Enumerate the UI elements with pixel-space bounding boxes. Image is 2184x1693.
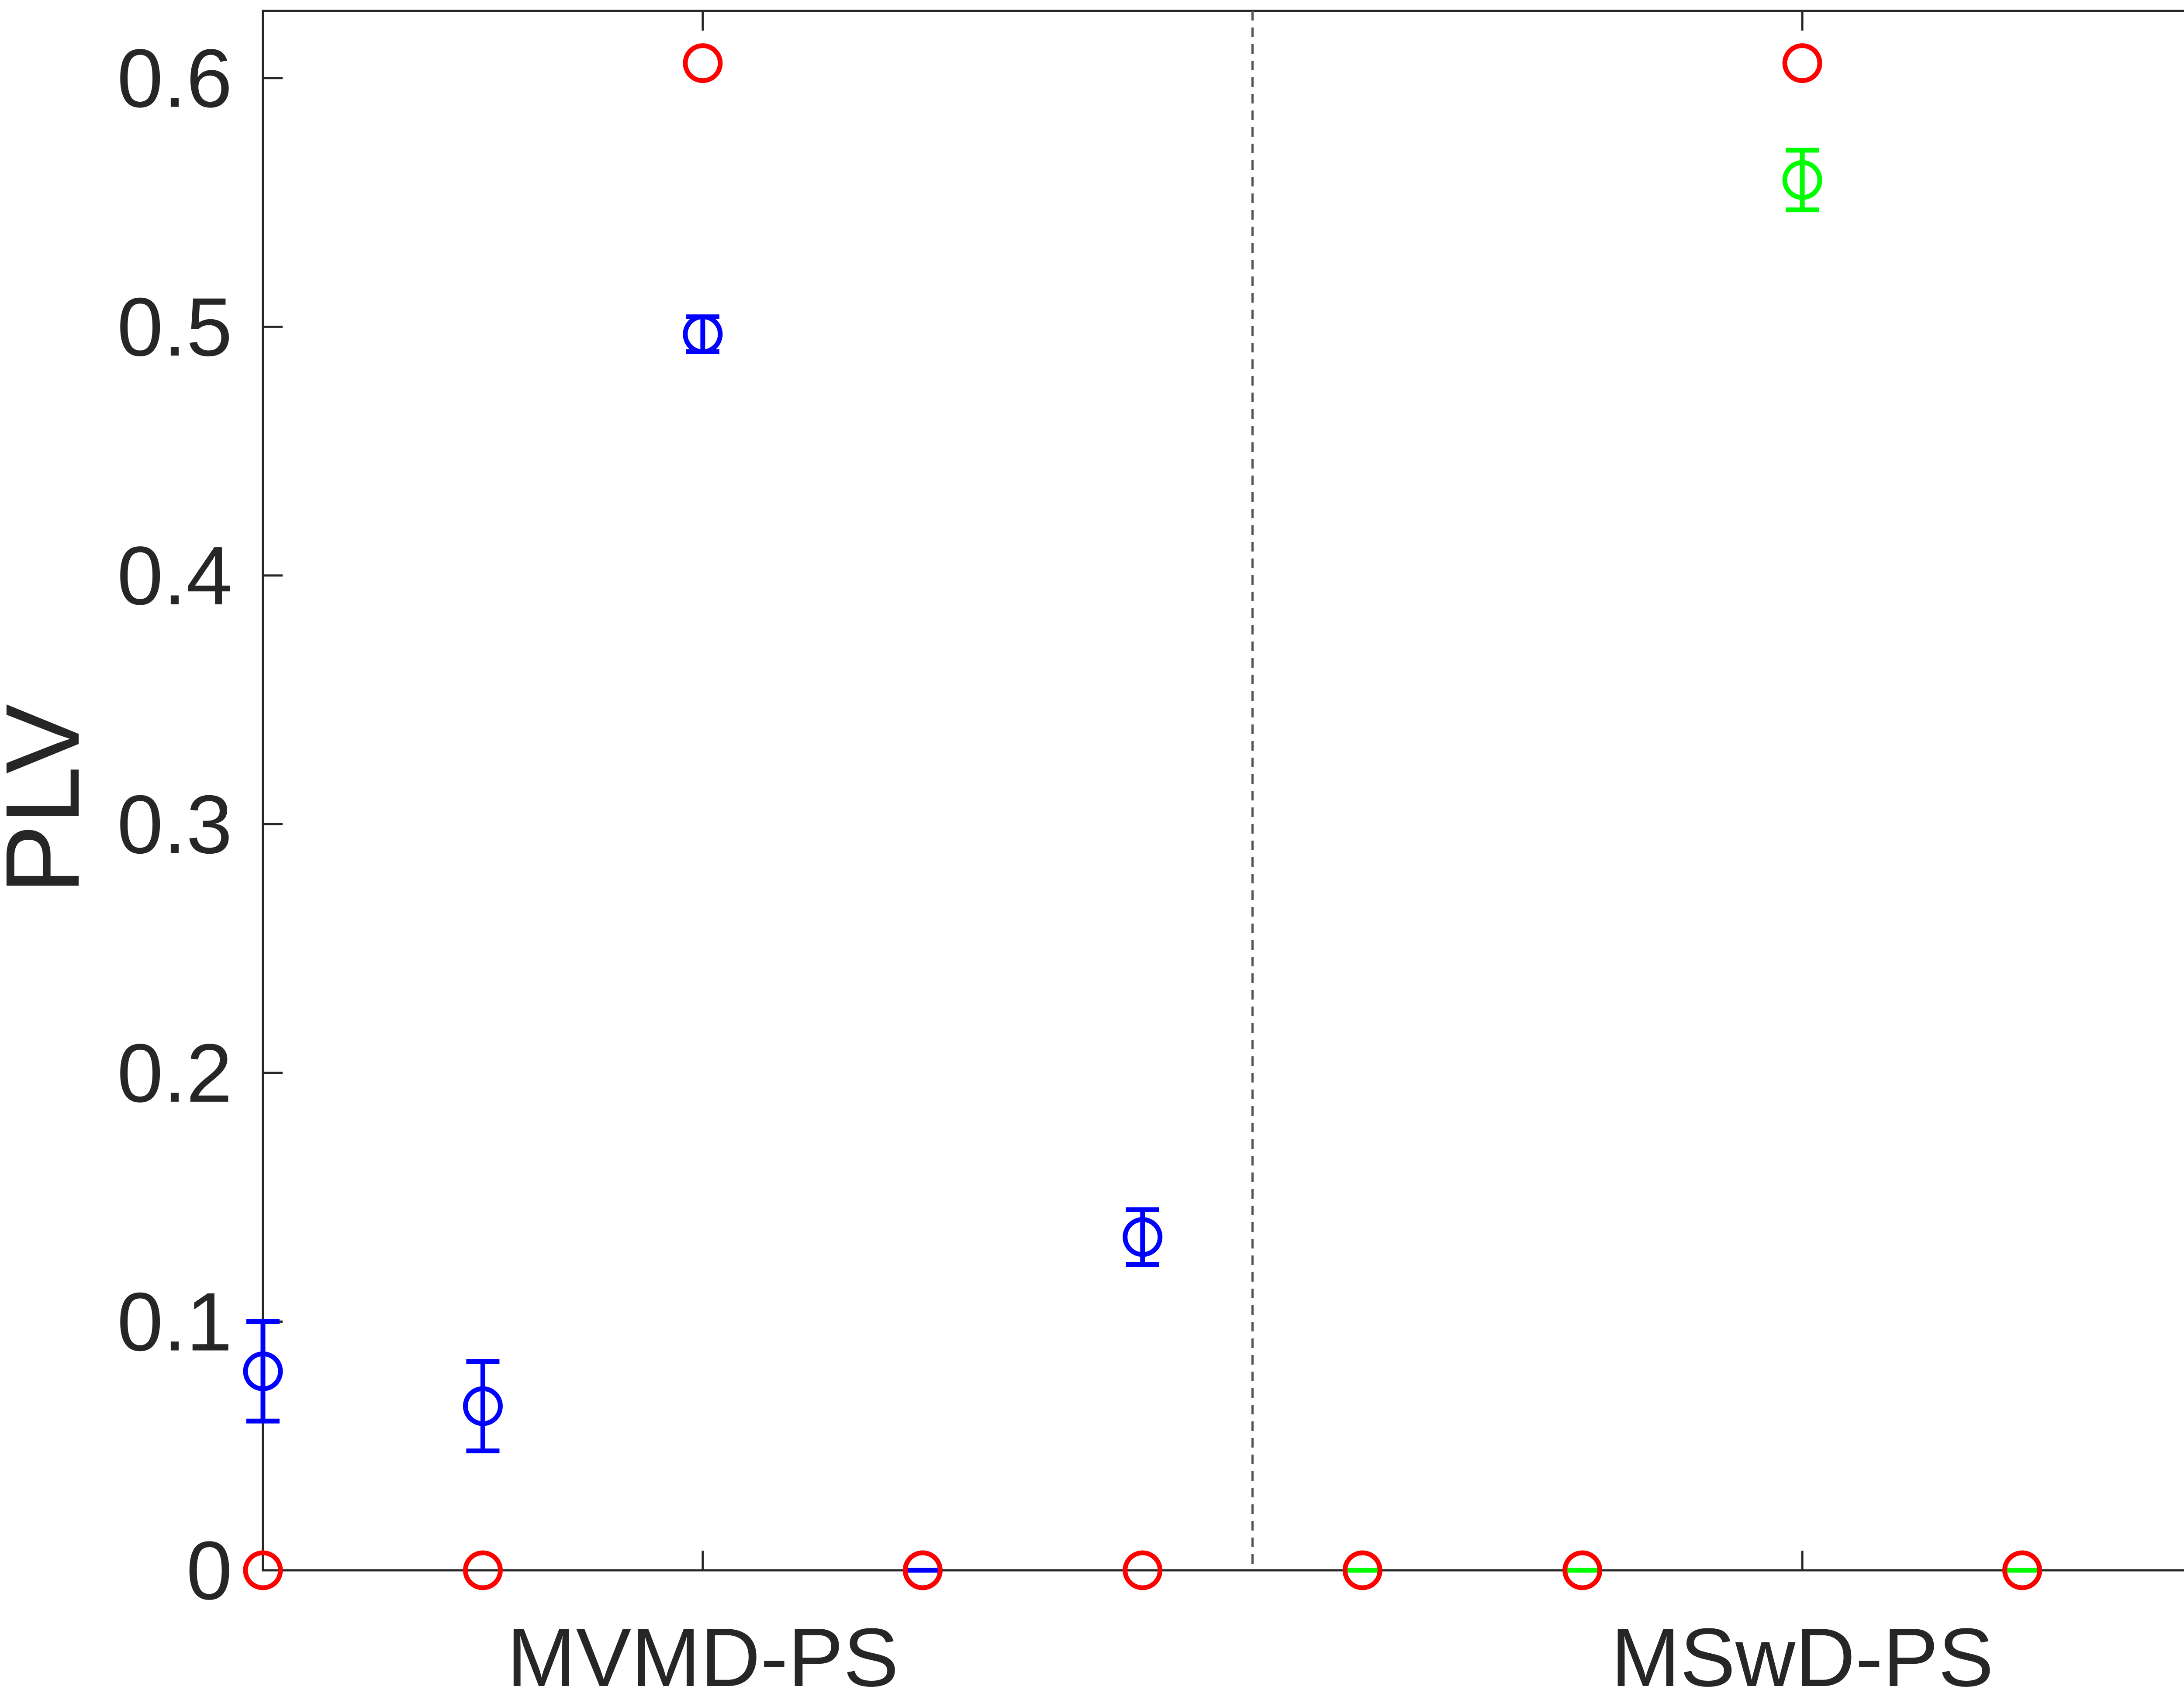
x-tick-label: MVMD-PS [507,1611,898,1693]
mvmd-ps-point [683,314,723,354]
marks-layer [243,43,2042,1590]
reference-point [1123,1550,1163,1590]
y-tick-label: 0.4 [117,530,232,622]
mvmd-ps-point [243,1351,283,1391]
reference-point [1342,1550,1382,1590]
reference-point [243,1550,283,1590]
reference-point [683,43,723,83]
y-axis-label: PLV [0,704,101,894]
reference-point [2002,1550,2042,1590]
y-tick-label: 0.2 [117,1027,232,1120]
mvmd-ps-point [463,1386,503,1426]
x-tick-label: MSwD-PS [1611,1611,1994,1693]
axes-layer [262,10,2184,1572]
y-tick-label: 0 [186,1524,232,1617]
y-tick-label: 0.3 [117,778,232,871]
reference-point [902,1550,943,1590]
reference-point [1782,43,1822,83]
reference-point [1562,1550,1603,1590]
y-tick-label: 0.5 [117,281,232,373]
mswd-ps-point [1782,160,1822,200]
mvmd-ps-point [1123,1217,1163,1257]
y-tick-label: 0.1 [117,1276,232,1368]
labels-layer: PLV 0 0.1 0.2 0.3 0.4 0.5 0.6 MVMD-PS MSwD-PS [0,32,1994,1693]
reference-point [463,1550,503,1590]
plot-frame [262,10,2184,1572]
y-tick-label: 0.6 [117,32,232,125]
